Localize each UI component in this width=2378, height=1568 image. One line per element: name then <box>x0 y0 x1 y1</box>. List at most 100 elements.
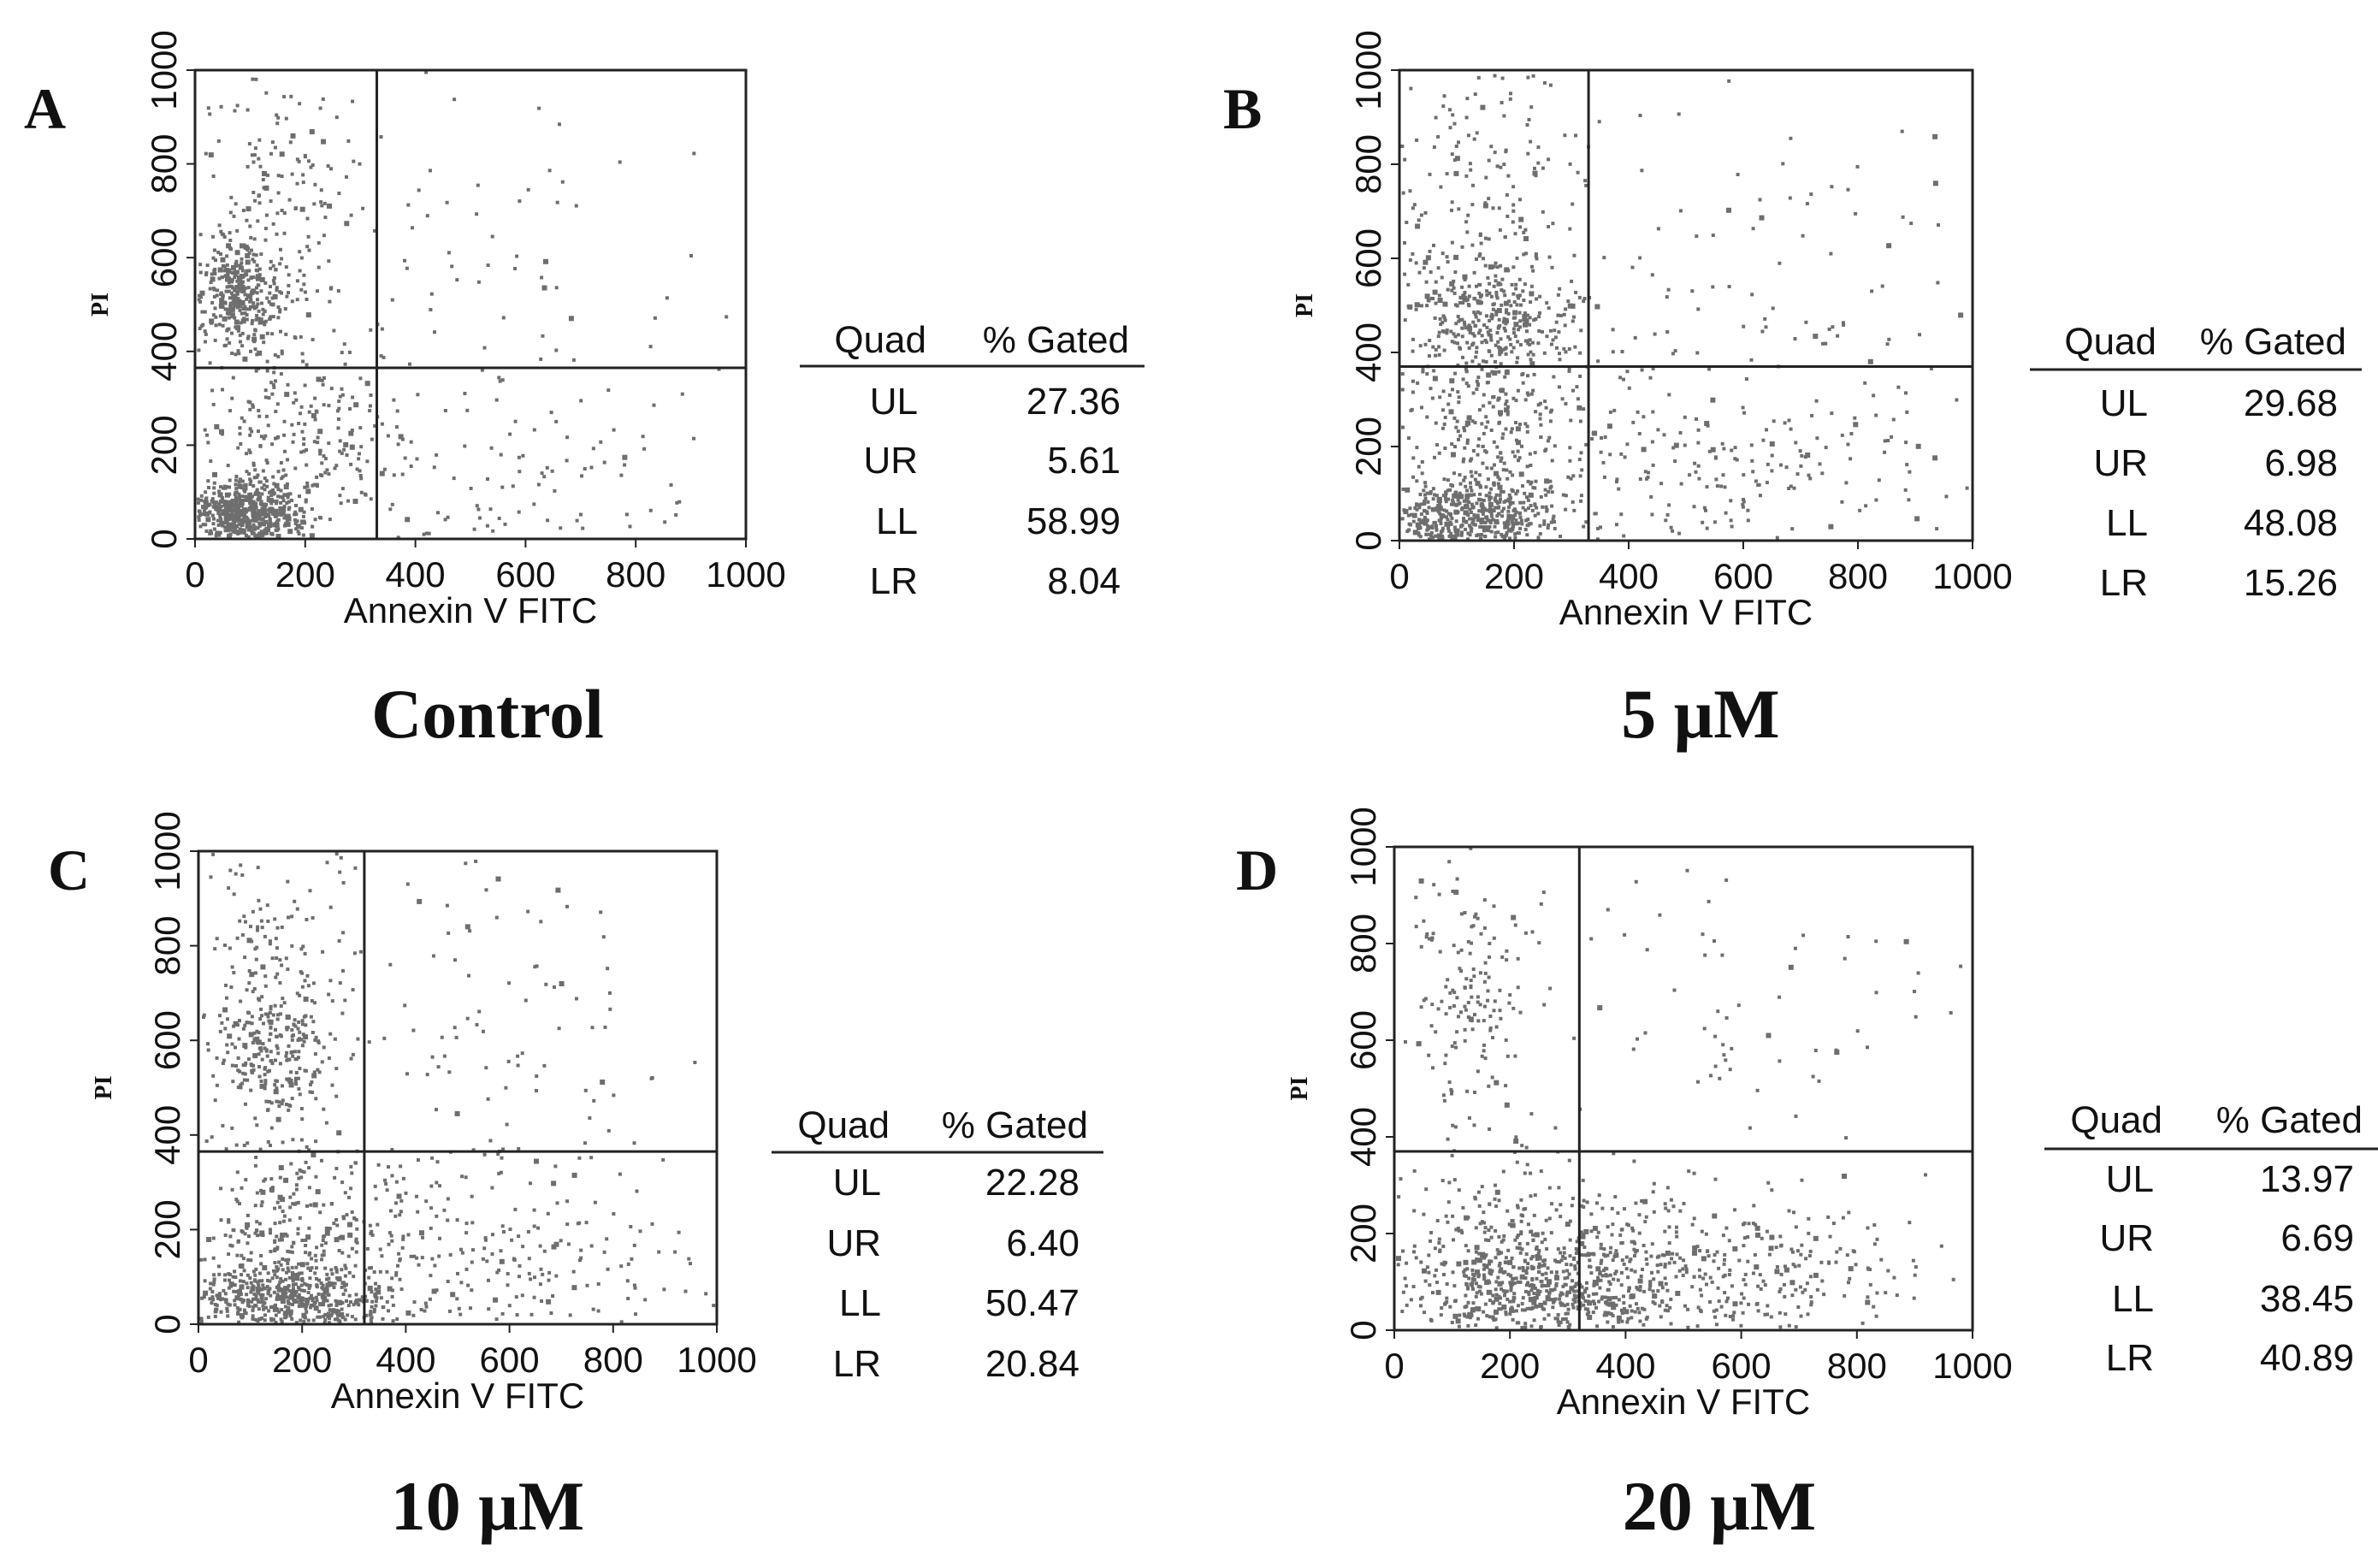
data-point <box>379 1296 383 1300</box>
data-point <box>332 1222 336 1226</box>
data-point <box>1529 1288 1534 1293</box>
data-point <box>239 1293 243 1297</box>
data-point <box>283 1311 287 1315</box>
data-point <box>455 278 459 282</box>
data-point <box>223 525 228 530</box>
data-point <box>380 327 384 331</box>
data-point <box>261 1293 265 1297</box>
data-point <box>1503 1269 1507 1274</box>
data-point <box>1484 525 1488 529</box>
data-point <box>1535 1288 1540 1293</box>
data-point <box>323 1317 328 1322</box>
data-point <box>409 1254 413 1258</box>
data-point <box>1465 230 1470 234</box>
data-point <box>245 1213 250 1217</box>
data-point <box>1474 515 1478 519</box>
data-point <box>1559 1203 1563 1207</box>
data-point <box>395 1317 399 1322</box>
data-point <box>245 1241 250 1246</box>
data-point <box>422 532 426 536</box>
data-point <box>263 1066 267 1070</box>
data-point <box>292 1240 296 1245</box>
data-point <box>201 512 205 517</box>
data-point <box>1525 1241 1529 1246</box>
data-point <box>390 502 394 506</box>
data-point <box>238 527 242 531</box>
data-point <box>1650 512 1654 517</box>
data-point <box>299 1288 304 1293</box>
data-point <box>254 317 258 322</box>
data-point <box>1564 350 1568 354</box>
data-point <box>254 253 258 257</box>
data-point <box>305 484 310 488</box>
data-point <box>372 1270 376 1274</box>
data-point <box>628 524 632 529</box>
data-point <box>542 475 547 479</box>
data-point <box>313 1052 317 1056</box>
data-point <box>624 512 629 517</box>
data-point <box>1531 352 1535 357</box>
data-point <box>262 483 266 488</box>
data-point <box>1470 1281 1475 1285</box>
data-point <box>1459 533 1464 537</box>
data-point <box>1478 492 1482 496</box>
data-point <box>311 1031 315 1034</box>
data-point <box>332 328 336 333</box>
data-point <box>1434 115 1438 120</box>
data-point <box>1474 323 1478 328</box>
data-point <box>1423 520 1427 524</box>
data-point <box>228 518 232 521</box>
data-point <box>1477 363 1482 367</box>
data-point <box>315 410 319 414</box>
data-point <box>442 1054 447 1058</box>
data-point <box>245 452 248 456</box>
data-point <box>1525 424 1529 429</box>
data-point <box>343 1191 347 1195</box>
data-point <box>1494 518 1500 524</box>
data-point <box>1820 471 1825 476</box>
data-point <box>287 1108 291 1112</box>
data-point <box>1499 165 1503 169</box>
data-point <box>275 1286 279 1289</box>
data-point <box>368 409 372 413</box>
data-point <box>1627 386 1631 390</box>
data-point <box>1517 459 1520 463</box>
data-point <box>1488 1028 1493 1033</box>
data-point <box>424 70 429 74</box>
y-tick-label: 600 <box>1348 228 1388 288</box>
data-point <box>1570 279 1574 283</box>
data-point <box>258 164 263 169</box>
data-point <box>1695 351 1700 355</box>
data-point <box>1579 328 1583 333</box>
data-point <box>294 1057 299 1062</box>
data-point <box>274 1079 278 1083</box>
data-point <box>1450 1321 1454 1324</box>
data-point <box>233 1283 237 1287</box>
data-point <box>1505 214 1510 218</box>
data-point <box>1437 352 1441 357</box>
data-point <box>234 487 239 491</box>
data-point <box>373 1294 377 1299</box>
data-point <box>360 1295 364 1299</box>
data-point <box>1524 1252 1529 1257</box>
data-point <box>234 490 239 494</box>
data-point <box>1446 402 1451 406</box>
data-point <box>198 299 202 304</box>
data-point <box>204 332 208 336</box>
data-point <box>267 1309 271 1313</box>
data-point <box>1524 251 1528 256</box>
data-point <box>1635 1286 1639 1290</box>
data-point <box>219 1186 223 1191</box>
data-point <box>550 469 554 473</box>
data-point <box>549 411 553 415</box>
data-point <box>677 500 682 504</box>
data-point <box>1437 345 1441 349</box>
data-point <box>263 1046 267 1050</box>
data-point <box>198 233 203 237</box>
data-point <box>1481 512 1485 516</box>
data-point <box>289 94 293 98</box>
data-point <box>555 1201 559 1205</box>
data-point <box>305 481 310 485</box>
data-point <box>293 1293 297 1298</box>
data-point <box>1521 506 1525 510</box>
